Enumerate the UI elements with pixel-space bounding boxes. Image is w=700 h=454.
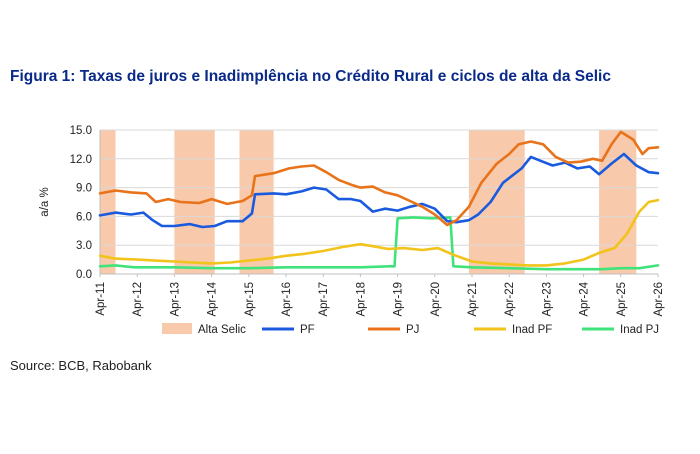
x-tick-label: Apr-19 (393, 282, 405, 317)
legend-label: PJ (406, 324, 419, 336)
x-tick-label: Apr-13 (169, 282, 181, 317)
x-tick-label: Apr-23 (541, 282, 553, 317)
legend-label: Inad PF (512, 324, 552, 336)
x-tick-label: Apr-24 (579, 281, 591, 316)
legend-item-pj: PJ (368, 324, 419, 336)
y-tick-label: 6.0 (76, 211, 92, 223)
x-tick-label: Apr-18 (355, 282, 367, 317)
grid-lines (100, 129, 658, 246)
legend-label: Alta Selic (198, 324, 246, 336)
x-tick-label: Apr-12 (132, 282, 144, 317)
alta-selic-band-4 (468, 130, 525, 274)
legend-item-pf: PF (262, 324, 315, 336)
series-lines (98, 130, 660, 271)
alta-selic-band-3 (239, 130, 274, 274)
legend-swatch (162, 323, 192, 334)
x-tick-label: Apr-14 (207, 281, 219, 316)
legend-item-alta-selic: Alta Selic (162, 323, 246, 336)
x-tick-label: Apr-15 (244, 282, 256, 317)
x-tick-label: Apr-17 (318, 282, 330, 317)
series-line-pf (98, 152, 660, 229)
y-tick-label: 9.0 (76, 183, 92, 195)
legend: Alta Selic PF PJ Inad PF Inad PJ (162, 323, 659, 336)
legend-item-inad-pj: Inad PJ (582, 324, 659, 336)
y-tick-label: 12.0 (70, 154, 92, 166)
series-line-pj (98, 130, 660, 227)
y-tick-label: 15.0 (70, 125, 92, 137)
x-tick-label: Apr-21 (467, 282, 479, 317)
x-tick-label: Apr-11 (95, 282, 107, 316)
y-axis-label: a/a % (39, 187, 51, 216)
x-tick-label: Apr-22 (504, 282, 516, 317)
alta-selic-band-1 (100, 130, 116, 274)
axes (99, 130, 659, 277)
source-note: Source: BCB, Rabobank (10, 358, 152, 373)
y-tick-label: 3.0 (76, 240, 92, 252)
tick-labels: 0.0 3.0 6.0 9.0 12.0 15.0 a/a % Apr-11 Apr-12 Apr… (39, 125, 665, 317)
x-tick-label: Apr-26 (653, 282, 665, 317)
legend-label: PF (300, 324, 315, 336)
series-line-inad-pj (98, 216, 660, 271)
x-tick-label: Apr-20 (430, 282, 442, 317)
series-line-inad-pf (98, 198, 660, 267)
chart-title: Figura 1: Taxas de juros e Inadimplência… (10, 68, 611, 85)
legend-item-inad-pf: Inad PF (474, 324, 552, 336)
x-tick-label: Apr-25 (616, 282, 628, 317)
legend-label: Inad PJ (620, 324, 659, 336)
x-tick-label: Apr-16 (281, 282, 293, 317)
y-tick-label: 0.0 (76, 269, 92, 281)
